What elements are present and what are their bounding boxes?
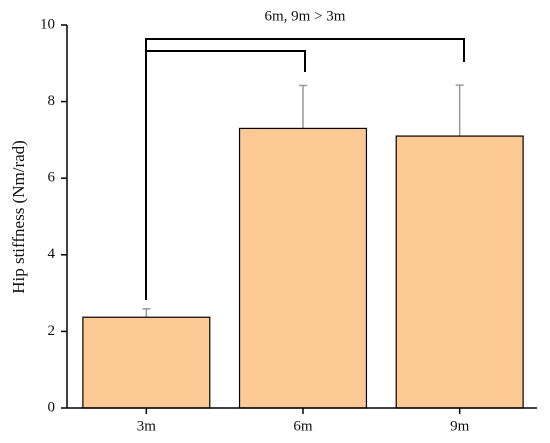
annotation: 6m, 9m > 3m <box>265 8 346 24</box>
significance-brackets <box>145 38 465 300</box>
bracket-6m <box>146 50 306 72</box>
y-axis-label: Hip stiffness (Nm/rad) <box>9 140 28 294</box>
bar <box>238 127 368 409</box>
x-tick-label: 3m <box>137 418 157 434</box>
bar <box>82 316 211 409</box>
y-tick-label: 2 <box>48 323 56 339</box>
y-tick-label: 6 <box>48 170 56 186</box>
y-tick-label: 8 <box>48 93 56 109</box>
x-tick-label: 9m <box>450 418 470 434</box>
x-tick-label: 6m <box>293 418 313 434</box>
bar <box>395 135 524 409</box>
y-tick-label: 0 <box>48 399 56 415</box>
bracket-9m <box>145 38 465 300</box>
y-tick-label: 10 <box>40 16 55 32</box>
y-tick-label: 4 <box>48 246 56 262</box>
